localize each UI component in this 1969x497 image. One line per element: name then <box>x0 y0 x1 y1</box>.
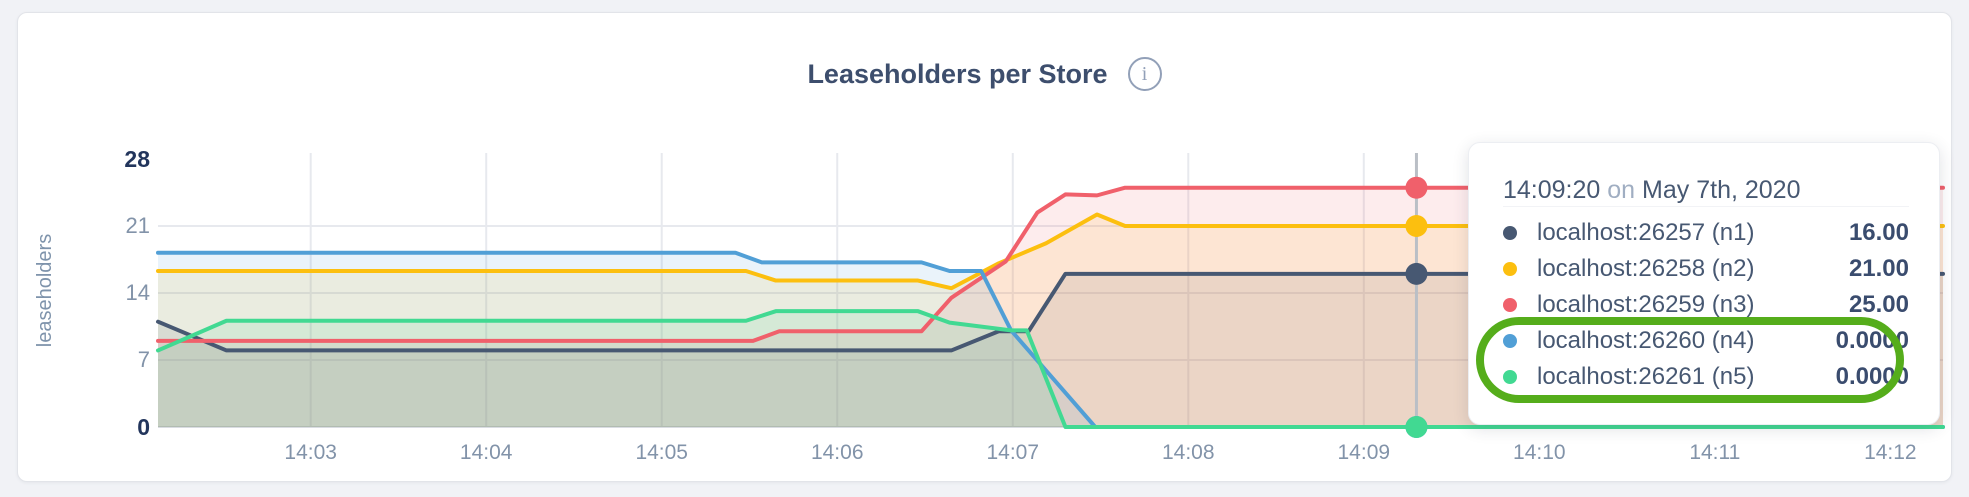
series-color-dot <box>1503 226 1517 240</box>
hover-dot-n5 <box>1405 416 1428 438</box>
y-tick-label: 28 <box>124 146 150 172</box>
tooltip-time: 14:09:20 <box>1503 176 1601 204</box>
series-value: 21.00 <box>1848 255 1909 282</box>
tooltip-series-row: localhost:26257 (n1) 16.00 <box>1503 215 1909 251</box>
series-line-n5[interactable] <box>156 309 1945 429</box>
tooltip-series-row: localhost:26259 (n3) 25.00 <box>1503 287 1909 323</box>
series-value: 16.00 <box>1848 219 1909 246</box>
series-color-dot <box>1503 262 1517 276</box>
tooltip-date: May 7th, 2020 <box>1642 176 1801 204</box>
series-value: 25.00 <box>1848 291 1909 318</box>
series-line-n1[interactable] <box>156 271 1945 353</box>
tooltip-series-row: localhost:26260 (n4) 0.0000 <box>1503 323 1909 359</box>
series-label: localhost:26259 (n3) <box>1537 291 1755 318</box>
x-tick-label: 14:11 <box>1689 441 1741 464</box>
chart-title: Leaseholders per Store <box>807 58 1108 89</box>
series-label: localhost:26260 (n4) <box>1537 327 1755 354</box>
chart-header: Leaseholders per Store i <box>18 57 1951 91</box>
series-line-n3[interactable] <box>156 185 1945 343</box>
x-tick-label: 14:04 <box>459 441 513 464</box>
info-icon[interactable]: i <box>1127 57 1162 91</box>
x-tick-label: 14:07 <box>986 441 1040 464</box>
x-tick-label: 14:06 <box>810 441 864 464</box>
tooltip-connector: on <box>1607 176 1636 204</box>
x-tick-label: 14:08 <box>1161 441 1215 464</box>
series-line-n4[interactable] <box>156 250 1945 429</box>
hover-dot-n3 <box>1405 176 1428 199</box>
series-label: localhost:26258 (n2) <box>1537 255 1755 282</box>
hover-dot-n1 <box>1405 262 1428 285</box>
x-tick-label: 14:10 <box>1513 441 1566 464</box>
tooltip-header: 14:09:20 on May 7th, 2020 <box>1503 173 1909 207</box>
hover-dot-n2 <box>1405 215 1428 237</box>
y-tick-label: 7 <box>137 347 150 372</box>
x-tick-label: 14:12 <box>1864 441 1917 464</box>
series-area-n4 <box>158 252 1943 427</box>
y-tick-label: 0 <box>137 414 150 440</box>
series-color-dot <box>1503 298 1517 312</box>
x-tick-label: 14:03 <box>284 441 337 464</box>
series-label: localhost:26257 (n1) <box>1537 219 1755 246</box>
y-tick-label: 14 <box>125 280 150 305</box>
y-tick-label: 21 <box>125 213 150 238</box>
green-highlight-annotation <box>1476 317 1904 403</box>
series-label: localhost:26261 (n5) <box>1537 363 1755 390</box>
series-line-n2[interactable] <box>156 212 1945 291</box>
tooltip-rows: localhost:26257 (n1) 16.00 localhost:26258… <box>1503 215 1909 395</box>
tooltip-series-row: localhost:26258 (n2) 21.00 <box>1503 251 1909 287</box>
x-tick-label: 14:09 <box>1337 441 1391 464</box>
x-tick-label: 14:05 <box>635 441 688 464</box>
